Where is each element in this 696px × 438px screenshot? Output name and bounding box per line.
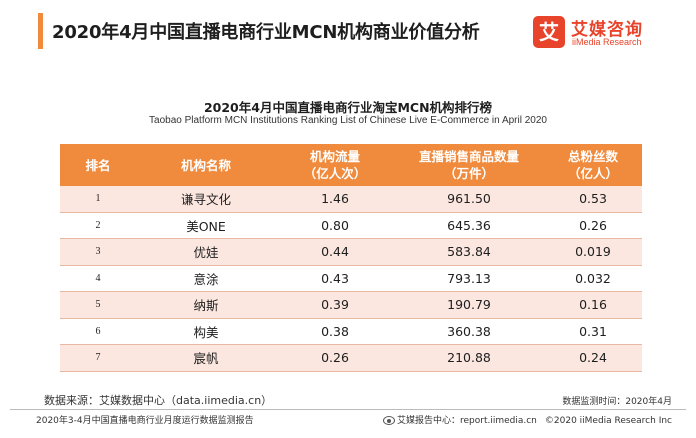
traffic-cell: 0.26 (276, 344, 394, 372)
sales-cell: 360.38 (394, 318, 544, 345)
traffic-cell: 0.39 (276, 291, 394, 319)
table-row: 5 纳斯 0.39 190.79 0.16 (60, 291, 642, 319)
traffic-cell: 0.43 (276, 265, 394, 292)
traffic-cell: 0.80 (276, 212, 394, 239)
report-name: 2020年3-4月中国直播电商行业月度运行数据监测报告 (36, 416, 254, 426)
logo-mark-icon: 艾 (533, 16, 565, 48)
fans-cell: 0.032 (544, 265, 642, 292)
logo-name-en: iiMedia Research (572, 37, 642, 47)
table-subtitle: Taobao Platform MCN Institutions Ranking… (149, 115, 547, 126)
page-header: 2020年4月中国直播电商行业MCN机构商业价值分析 艾 艾媒咨询 iiMedi… (0, 0, 696, 62)
sales-cell: 961.50 (394, 186, 544, 213)
institution-cell: 优娃 (136, 238, 276, 266)
sales-cell: 210.88 (394, 344, 544, 372)
brand-logo: 艾 艾媒咨询 iiMedia Research (533, 16, 683, 50)
header-sales-volume: 直播销售商品数量 （万件） (394, 144, 544, 186)
monitor-time-note: 数据监测时间：2020年4月 (562, 397, 672, 407)
header-traffic: 机构流量 （亿人次） (276, 144, 394, 186)
traffic-cell: 0.44 (276, 238, 394, 266)
table-title: 2020年4月中国直播电商行业淘宝MCN机构排行榜 (203, 100, 493, 115)
header-institution: 机构名称 (136, 144, 276, 186)
report-center-link[interactable]: 艾媒报告中心：report.iimedia.cn (396, 416, 537, 426)
institution-cell: 纳斯 (136, 291, 276, 319)
sales-cell: 793.13 (394, 265, 544, 292)
institution-cell: 意涂 (136, 265, 276, 292)
fans-cell: 0.16 (544, 291, 642, 319)
page-title: 2020年4月中国直播电商行业MCN机构商业价值分析 (52, 22, 480, 43)
fans-cell: 0.31 (544, 318, 642, 345)
fans-cell: 0.019 (544, 238, 642, 266)
institution-cell: 宸帆 (136, 344, 276, 372)
footer-credits: 艾媒报告中心：report.iimedia.cn ©2020 iiMedia Re… (382, 413, 672, 426)
data-source-note: 数据来源：艾媒数据中心（data.iimedia.cn） (44, 394, 273, 407)
footer-divider (10, 409, 686, 410)
report-center-icon (382, 416, 395, 425)
rank-cell: 6 (60, 318, 136, 345)
rank-cell: 1 (60, 186, 136, 213)
header-rank: 排名 (60, 144, 136, 186)
institution-cell: 美ONE (136, 212, 276, 239)
sales-cell: 645.36 (394, 212, 544, 239)
sales-cell: 583.84 (394, 238, 544, 266)
institution-cell: 构美 (136, 318, 276, 345)
fans-cell: 0.26 (544, 212, 642, 239)
rank-cell: 3 (60, 238, 136, 266)
table-row: 1 谦寻文化 1.46 961.50 0.53 (60, 186, 642, 213)
header-total-fans: 总粉丝数 （亿人） (544, 144, 642, 186)
rank-cell: 7 (60, 344, 136, 372)
traffic-cell: 0.38 (276, 318, 394, 345)
sales-cell: 190.79 (394, 291, 544, 319)
rank-cell: 5 (60, 291, 136, 319)
rank-cell: 2 (60, 212, 136, 239)
logo-name-cn: 艾媒咨询 (571, 20, 643, 40)
traffic-cell: 1.46 (276, 186, 394, 213)
table-header-row: 排名 机构名称 机构流量 （亿人次） 直播销售商品数量 （万件） 总粉丝数 （亿人） (60, 144, 642, 186)
table-row: 6 构美 0.38 360.38 0.31 (60, 318, 642, 345)
table-row: 7 宸帆 0.26 210.88 0.24 (60, 344, 642, 372)
table-row: 2 美ONE 0.80 645.36 0.26 (60, 212, 642, 239)
copyright-text: ©2020 iiMedia Research Inc (544, 416, 672, 426)
ranking-table: 排名 机构名称 机构流量 （亿人次） 直播销售商品数量 （万件） 总粉丝数 （亿人） … (60, 144, 642, 372)
fans-cell: 0.53 (544, 186, 642, 213)
fans-cell: 0.24 (544, 344, 642, 372)
title-accent-bar (38, 13, 43, 49)
table-row: 4 意涂 0.43 793.13 0.032 (60, 265, 642, 292)
institution-cell: 谦寻文化 (136, 186, 276, 213)
rank-cell: 4 (60, 265, 136, 292)
table-row: 3 优娃 0.44 583.84 0.019 (60, 238, 642, 266)
